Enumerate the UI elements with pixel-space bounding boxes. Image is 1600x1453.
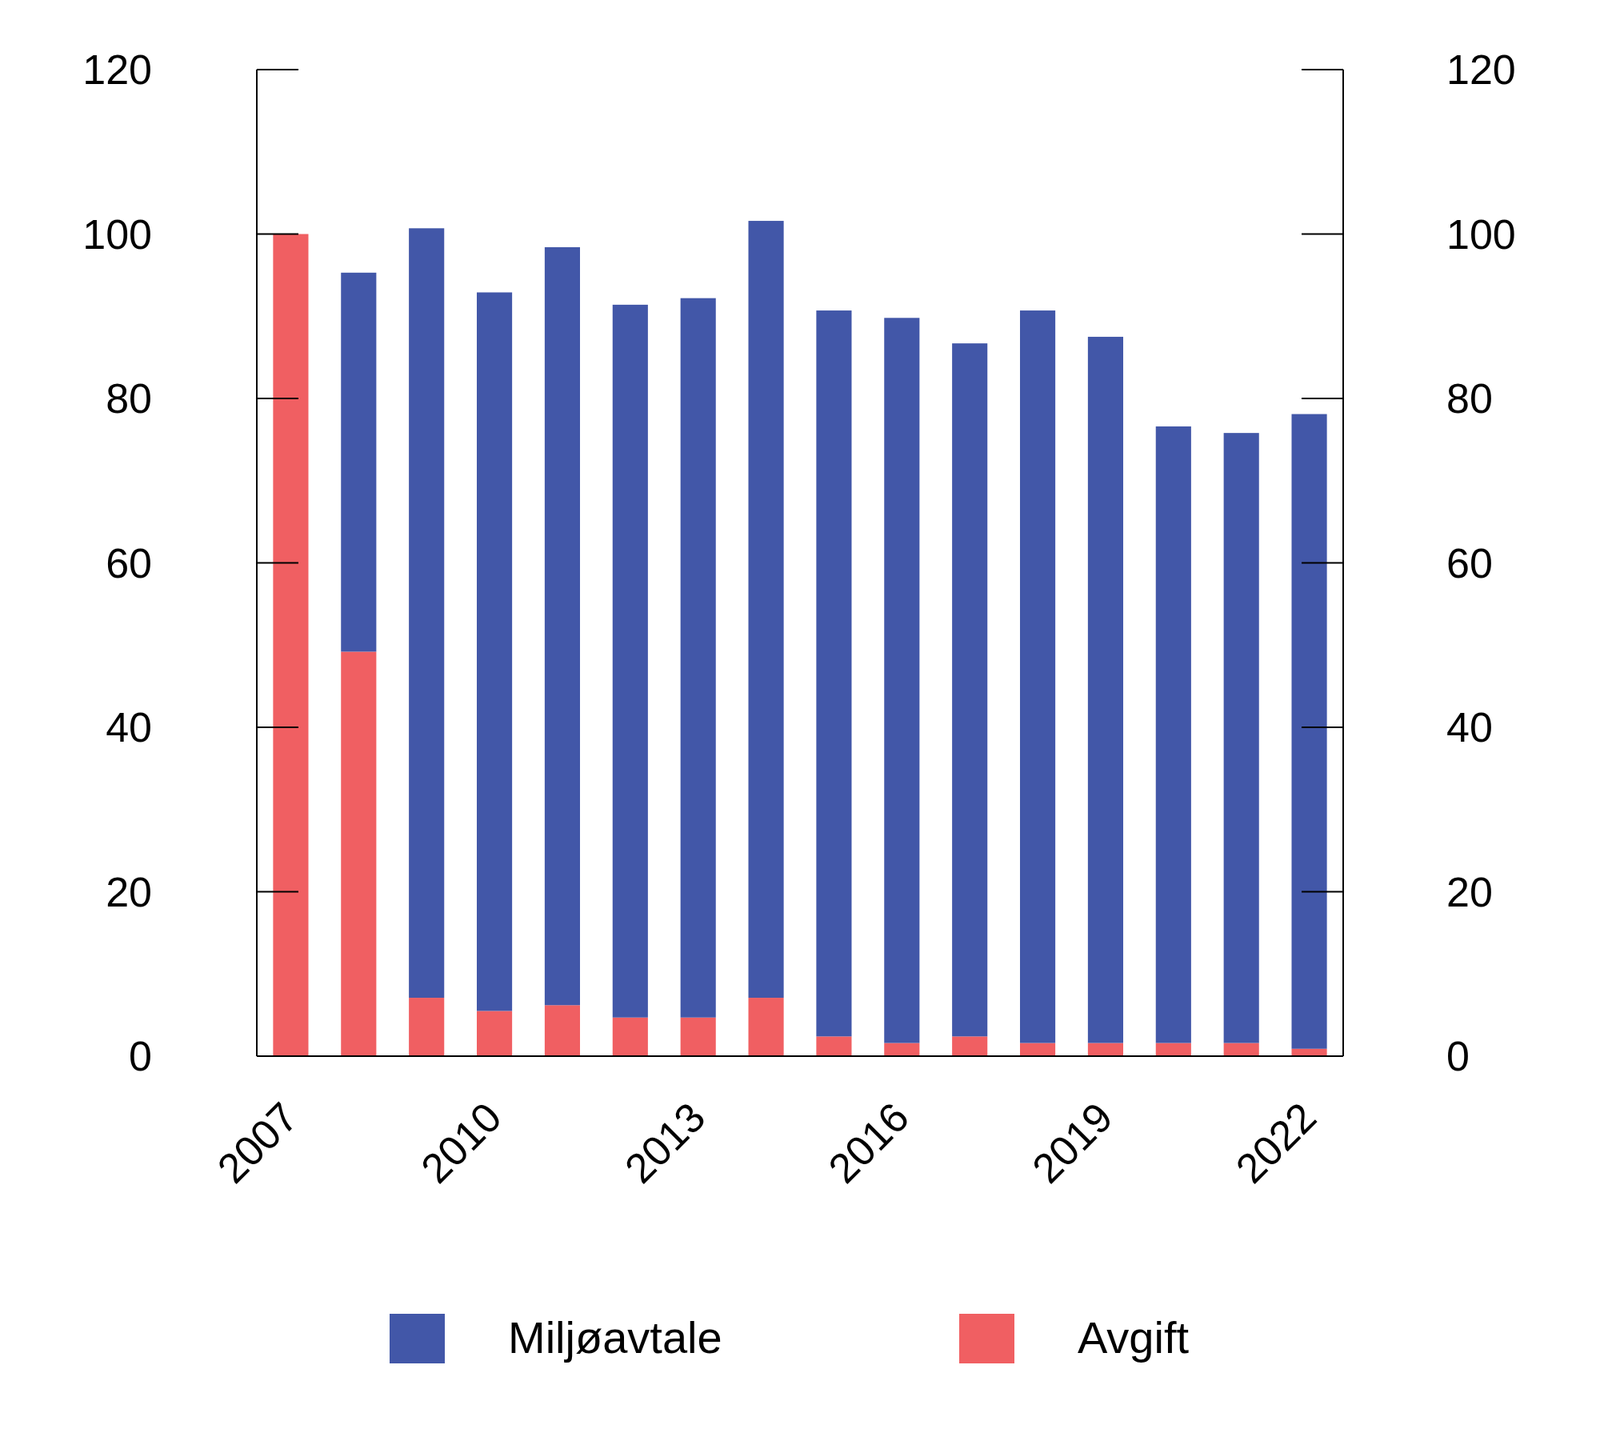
- y2-tick-label: 40: [1446, 704, 1493, 751]
- bar: [748, 220, 784, 998]
- chart: 0 20 40 60 80 100 120 0 20 40 60 80 100 120 2007 2010 20…: [0, 0, 1600, 1453]
- bar: [816, 1036, 852, 1056]
- bar: [544, 247, 580, 1005]
- y2-tick: [1301, 68, 1344, 71]
- bar: [544, 1004, 580, 1056]
- x-tick-label: 2010: [412, 1093, 511, 1192]
- y-tick: [256, 726, 299, 728]
- y-tick-label: 60: [105, 540, 152, 587]
- bar: [476, 292, 512, 1011]
- y2-tick: [1301, 233, 1344, 236]
- bar: [680, 1017, 716, 1056]
- legend-label: Miljøavtale: [508, 1312, 723, 1363]
- x-tick-label: 2019: [1023, 1093, 1122, 1192]
- y-tick-label: 120: [82, 46, 152, 93]
- bar: [1088, 336, 1124, 1044]
- bar: [1088, 1043, 1124, 1056]
- bar: [952, 1036, 988, 1056]
- x-axis: [256, 1055, 1344, 1057]
- bar: [612, 1017, 648, 1056]
- x-tick-label: 2016: [819, 1093, 918, 1192]
- y-tick-label: 100: [82, 211, 152, 258]
- y2-tick-label: 80: [1446, 375, 1493, 422]
- y2-tick-label: 0: [1446, 1032, 1470, 1080]
- bar: [816, 310, 852, 1036]
- bar: [1224, 1043, 1260, 1056]
- bar: [748, 997, 784, 1056]
- y-tick: [256, 68, 299, 71]
- legend-swatch: [389, 1313, 445, 1364]
- bar: [1224, 432, 1260, 1043]
- y2-tick: [1301, 891, 1344, 893]
- x-tick-label: 2022: [1227, 1093, 1326, 1192]
- y-tick: [256, 397, 299, 400]
- bar: [884, 1043, 920, 1056]
- y-tick: [256, 233, 299, 236]
- bar: [408, 228, 444, 998]
- x-tick-label: 2013: [616, 1093, 715, 1192]
- y2-tick: [1301, 1055, 1344, 1057]
- y2-tick-label: 20: [1446, 868, 1493, 916]
- bar: [1020, 1043, 1056, 1056]
- bar: [272, 234, 308, 1057]
- y-tick-label: 20: [105, 868, 152, 916]
- bar: [340, 272, 376, 652]
- y-tick: [256, 891, 299, 893]
- bar: [1156, 1043, 1192, 1056]
- y-tick-label: 80: [105, 375, 152, 422]
- y2-tick-label: 120: [1446, 46, 1516, 93]
- y2-tick: [1301, 397, 1344, 400]
- y-tick-label: 0: [128, 1032, 152, 1080]
- bar: [612, 304, 648, 1018]
- y2-tick-label: 100: [1446, 211, 1516, 258]
- y-tick: [256, 562, 299, 564]
- bars: [272, 220, 1327, 1056]
- bar: [340, 651, 376, 1056]
- y2-tick: [1301, 726, 1344, 728]
- y2-tick: [1301, 562, 1344, 564]
- x-tick-label: 2007: [208, 1093, 307, 1192]
- bar: [476, 1010, 512, 1056]
- bar: [680, 298, 716, 1018]
- bar: [952, 343, 988, 1036]
- bar: [1291, 414, 1327, 1049]
- bar: [1156, 426, 1192, 1044]
- legend-label: Avgift: [1077, 1312, 1189, 1363]
- bar: [884, 317, 920, 1043]
- y-tick: [256, 1055, 299, 1057]
- y-tick-label: 40: [105, 704, 152, 751]
- legend-swatch: [959, 1313, 1015, 1364]
- bar: [1020, 310, 1056, 1044]
- bar: [1291, 1048, 1327, 1056]
- y2-tick-label: 60: [1446, 540, 1493, 587]
- bar: [408, 997, 444, 1056]
